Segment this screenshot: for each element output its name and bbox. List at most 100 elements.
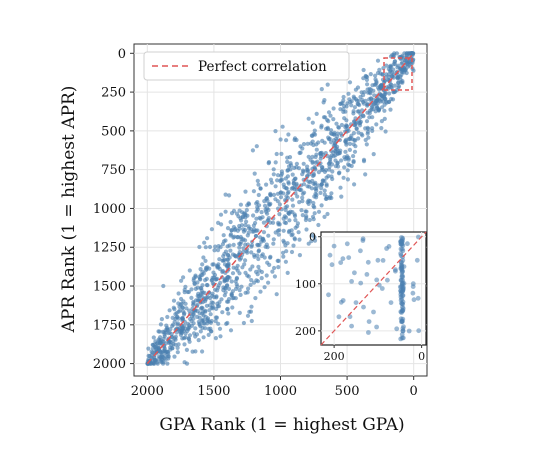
scatter-point [301, 142, 307, 147]
scatter-point [213, 287, 218, 292]
scatter-point [401, 70, 406, 75]
scatter-point [346, 155, 351, 161]
scatter-point [370, 83, 375, 88]
scatter-point [218, 212, 224, 217]
scatter-point [180, 305, 185, 310]
scatter-point [242, 262, 247, 267]
scatter-point [310, 233, 315, 238]
scatter-point [273, 184, 278, 189]
scatter-point [379, 83, 385, 88]
scatter-point [356, 102, 361, 107]
scatter-point [254, 216, 259, 221]
scatter-point [300, 199, 305, 204]
scatter-point [195, 293, 200, 299]
scatter-point [202, 290, 207, 295]
scatter-point [184, 306, 189, 311]
scatter-point [366, 90, 371, 95]
scatter-point [399, 61, 404, 66]
inset-scatter-point [366, 330, 371, 335]
scatter-point [218, 334, 223, 339]
scatter-point [155, 361, 160, 366]
scatter-point [266, 161, 271, 166]
scatter-point [320, 178, 326, 183]
scatter-point [310, 154, 315, 159]
scatter-point [277, 212, 282, 217]
scatter-point [254, 144, 259, 149]
inset-scatter-point [410, 281, 416, 287]
scatter-point [227, 243, 232, 248]
scatter-point [351, 159, 356, 164]
scatter-point [383, 129, 388, 134]
scatter-point [198, 329, 203, 334]
scatter-point [337, 151, 342, 156]
scatter-point [193, 349, 198, 354]
scatter-point [325, 211, 330, 217]
scatter-point [345, 177, 350, 182]
scatter-point [312, 238, 318, 243]
inset-scatter-point [352, 270, 357, 276]
scatter-point [225, 299, 230, 304]
scatter-point [223, 209, 228, 214]
scatter-point [289, 249, 295, 255]
scatter-point [197, 315, 202, 320]
scatter-point [287, 218, 292, 223]
inset-x-tick-label: 200 [324, 350, 345, 363]
scatter-point [325, 126, 330, 132]
scatter-point [280, 250, 286, 255]
scatter-point [285, 174, 290, 179]
scatter-point [262, 199, 267, 204]
scatter-point [256, 264, 261, 269]
scatter-point [249, 243, 255, 248]
inset-scatter-point [400, 301, 406, 307]
scatter-point [290, 232, 295, 237]
scatter-point [285, 159, 290, 164]
scatter-point [150, 342, 155, 347]
scatter-point [374, 79, 379, 84]
inset-scatter-point [410, 290, 416, 296]
inset-scatter-point [329, 262, 335, 268]
scatter-point [363, 98, 368, 103]
inset-scatter-point [380, 258, 386, 263]
scatter-point [200, 262, 205, 267]
scatter-point [345, 168, 350, 173]
scatter-point [250, 148, 255, 153]
scatter-point [328, 157, 333, 162]
scatter-point [364, 142, 369, 147]
scatter-point [176, 301, 181, 306]
scatter-point [201, 296, 207, 301]
scatter-point [179, 278, 184, 283]
scatter-point [241, 320, 246, 326]
scatter-point [304, 214, 309, 219]
scatter-point [204, 282, 209, 288]
scatter-point [357, 123, 363, 128]
scatter-point [319, 182, 324, 187]
scatter-point [285, 270, 290, 275]
scatter-point [170, 323, 175, 329]
scatter-point [165, 350, 171, 355]
scatter-point [268, 193, 273, 198]
scatter-point [275, 173, 281, 178]
scatter-point [284, 249, 289, 254]
scatter-point [227, 193, 232, 198]
scatter-point [329, 191, 334, 196]
scatter-point [309, 239, 314, 244]
scatter-point [306, 179, 311, 184]
scatter-point [319, 203, 324, 208]
scatter-point [293, 218, 298, 223]
scatter-point [206, 332, 211, 337]
scatter-point [404, 51, 409, 56]
inset-scatter-point [358, 280, 364, 286]
scatter-point [204, 276, 209, 281]
scatter-point [228, 328, 234, 333]
scatter-point [339, 158, 344, 163]
scatter-point [246, 201, 251, 206]
scatter-point [392, 59, 397, 64]
scatter-point [171, 298, 177, 303]
scatter-point [286, 132, 291, 137]
scatter-point [230, 271, 236, 276]
scatter-point [213, 319, 218, 324]
scatter-point [189, 295, 194, 300]
scatter-point [245, 233, 250, 238]
scatter-point [172, 354, 177, 359]
inset-y-tick-label: 200 [295, 325, 316, 338]
